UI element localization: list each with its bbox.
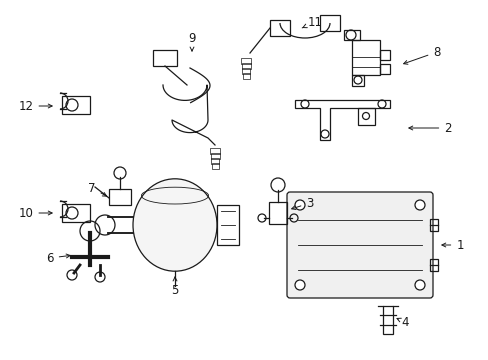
Text: 3: 3 bbox=[291, 197, 313, 210]
Circle shape bbox=[294, 200, 305, 210]
Bar bbox=[268, 202, 286, 224]
Bar bbox=[241, 58, 250, 64]
Text: 8: 8 bbox=[403, 45, 440, 64]
Bar bbox=[379, 50, 389, 60]
Text: 1: 1 bbox=[441, 239, 463, 252]
Bar bbox=[242, 73, 249, 79]
Bar bbox=[109, 189, 131, 205]
Text: 12: 12 bbox=[19, 99, 52, 113]
Bar bbox=[211, 163, 218, 169]
Bar bbox=[210, 158, 219, 164]
Text: 7: 7 bbox=[88, 181, 106, 196]
Bar bbox=[242, 68, 249, 74]
Text: 10: 10 bbox=[19, 207, 52, 220]
Ellipse shape bbox=[133, 179, 217, 271]
FancyBboxPatch shape bbox=[286, 192, 432, 298]
Circle shape bbox=[294, 280, 305, 290]
Text: 5: 5 bbox=[171, 277, 178, 297]
Text: 11: 11 bbox=[302, 15, 322, 28]
Text: 4: 4 bbox=[396, 315, 408, 328]
Circle shape bbox=[414, 200, 424, 210]
Bar bbox=[269, 20, 289, 36]
Text: 2: 2 bbox=[408, 122, 451, 135]
Bar bbox=[351, 40, 379, 75]
Bar bbox=[429, 219, 437, 231]
Bar bbox=[210, 153, 219, 159]
Text: 6: 6 bbox=[46, 252, 70, 265]
Bar bbox=[209, 148, 220, 154]
Bar bbox=[62, 96, 90, 114]
Bar bbox=[241, 63, 250, 69]
Text: 9: 9 bbox=[188, 32, 195, 51]
Bar bbox=[62, 204, 90, 222]
Circle shape bbox=[414, 280, 424, 290]
Bar bbox=[153, 50, 177, 66]
Bar bbox=[319, 15, 339, 31]
Bar bbox=[379, 64, 389, 74]
Bar bbox=[429, 259, 437, 271]
